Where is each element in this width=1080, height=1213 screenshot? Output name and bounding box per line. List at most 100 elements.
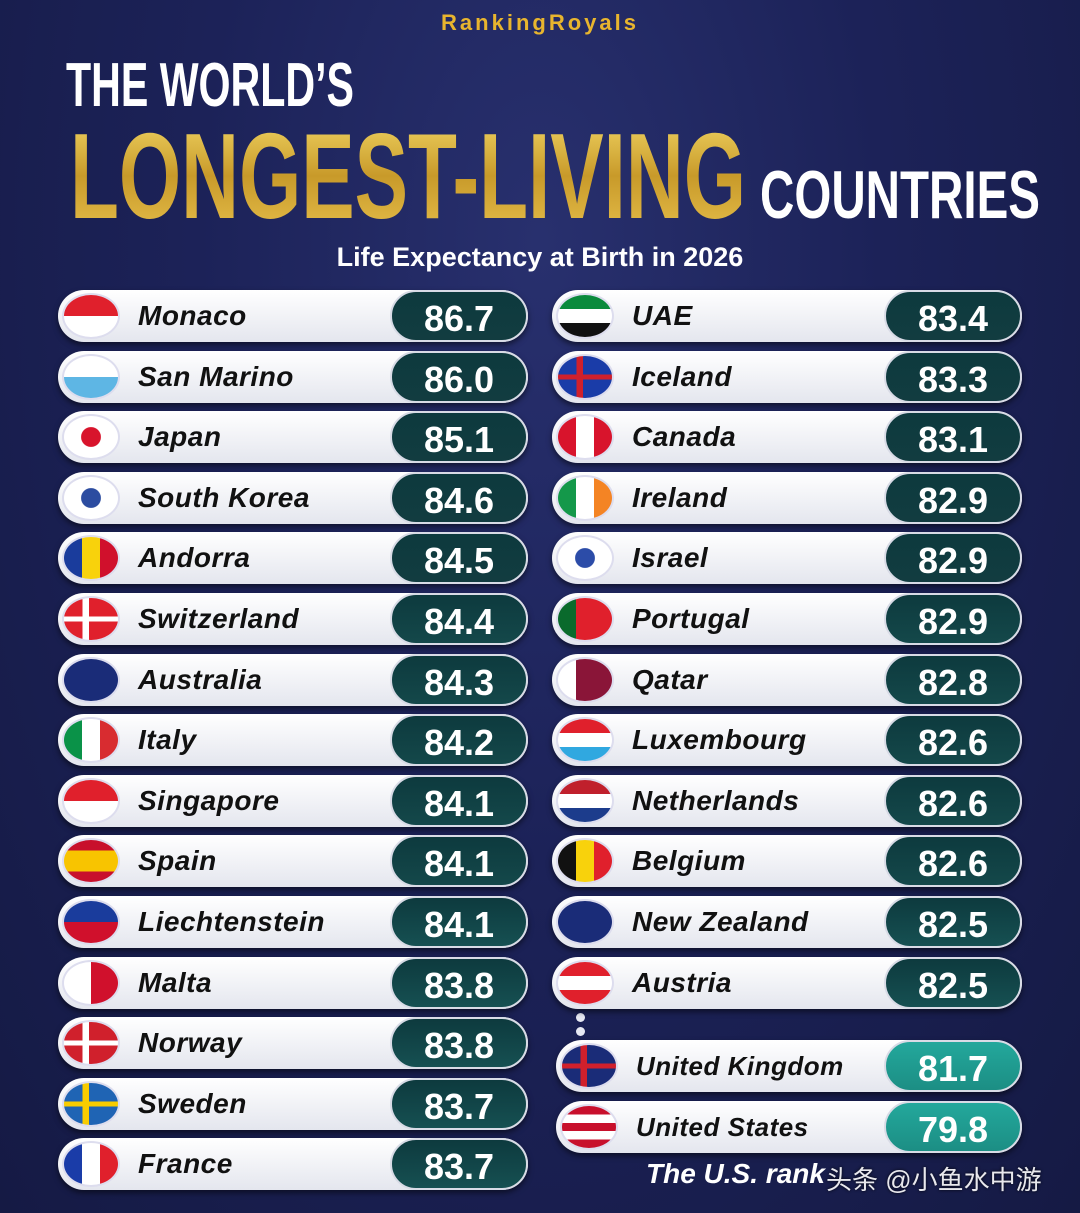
country-name: Australia <box>138 663 263 695</box>
title-line2: COUNTRIES <box>760 157 1040 233</box>
country-row: Belgium 82.6 <box>552 835 1022 888</box>
flag <box>62 293 120 339</box>
country-row: Switzerland 84.4 <box>58 593 528 645</box>
flag <box>62 596 120 642</box>
flag <box>62 474 120 521</box>
flag <box>62 414 120 461</box>
life-expectancy: 84.2 <box>390 714 528 767</box>
flag <box>560 1103 618 1150</box>
ellipsis-dot <box>576 1027 585 1036</box>
country-name: Qatar <box>632 663 708 695</box>
country-row: Canada 83.1 <box>552 411 1022 464</box>
brand: RankingRoyals <box>441 10 639 35</box>
country-row: South Korea 84.6 <box>58 471 528 524</box>
flag <box>556 777 614 824</box>
country-name: Singapore <box>138 784 280 816</box>
life-expectancy: 82.6 <box>884 774 1022 827</box>
life-expectancy: 84.6 <box>390 471 528 524</box>
country-name: Japan <box>138 421 222 453</box>
country-row: France 83.7 <box>58 1138 528 1191</box>
country-row: Qatar 82.8 <box>552 653 1022 706</box>
life-expectancy: 83.1 <box>884 411 1022 464</box>
country-name: France <box>138 1148 233 1180</box>
country-name: Iceland <box>632 360 732 392</box>
country-row: Singapore 84.1 <box>58 774 528 827</box>
flag <box>556 474 614 521</box>
flag <box>556 414 614 461</box>
flag <box>62 535 120 582</box>
title-highlight: LONGEST-LIVING <box>70 108 746 244</box>
country-row: Japan 85.1 <box>58 411 528 464</box>
flag <box>62 717 120 764</box>
country-name: Italy <box>138 724 197 756</box>
country-row: United States 79.8 <box>556 1100 1022 1153</box>
ellipsis-dot <box>576 1013 585 1022</box>
flag <box>560 1043 618 1089</box>
country-row: Sweden 83.7 <box>58 1077 528 1130</box>
country-name: Portugal <box>632 603 750 634</box>
country-name: United Kingdom <box>636 1051 844 1081</box>
country-name: UAE <box>632 300 693 331</box>
life-expectancy: 83.8 <box>390 956 528 1009</box>
country-row: Ireland 82.9 <box>552 471 1022 524</box>
life-expectancy: 86.7 <box>390 290 528 342</box>
life-expectancy: 84.4 <box>390 593 528 645</box>
country-name: Israel <box>632 542 709 574</box>
life-expectancy: 82.5 <box>884 956 1022 1009</box>
country-row: United Kingdom 81.7 <box>556 1040 1022 1092</box>
country-row: Portugal 82.9 <box>552 593 1022 645</box>
country-name: Switzerland <box>138 603 300 634</box>
flag <box>62 353 120 400</box>
country-row: Iceland 83.3 <box>552 350 1022 403</box>
flag <box>556 596 614 642</box>
life-expectancy: 82.5 <box>884 896 1022 948</box>
country-name: San Marino <box>138 360 294 392</box>
flag <box>556 293 614 339</box>
life-expectancy: 84.5 <box>390 532 528 585</box>
flag <box>62 1080 120 1127</box>
country-name: Andorra <box>138 542 251 574</box>
life-expectancy: 86.0 <box>390 350 528 403</box>
country-row: San Marino 86.0 <box>58 350 528 403</box>
flag <box>62 1020 120 1067</box>
flag <box>556 899 614 945</box>
life-expectancy: 82.6 <box>884 835 1022 888</box>
life-expectancy: 84.1 <box>390 774 528 827</box>
flag <box>62 1141 120 1188</box>
life-expectancy: 82.8 <box>884 653 1022 706</box>
life-expectancy: 81.7 <box>884 1040 1022 1092</box>
country-row: Luxembourg 82.6 <box>552 714 1022 767</box>
country-row: UAE 83.4 <box>552 290 1022 342</box>
country-name: Liechtenstein <box>138 906 325 937</box>
life-expectancy: 83.8 <box>390 1017 528 1070</box>
country-name: New Zealand <box>632 906 809 937</box>
watermark: 头条 @小鱼水中游 <box>826 1165 1042 1195</box>
flag <box>62 777 120 824</box>
flag <box>556 656 614 703</box>
country-name: Luxembourg <box>632 724 807 756</box>
flag <box>556 535 614 582</box>
country-row: Austria 82.5 <box>552 956 1022 1009</box>
country-row: Italy 84.2 <box>58 714 528 767</box>
life-expectancy: 83.7 <box>390 1138 528 1191</box>
flag <box>556 838 614 885</box>
header: RankingRoyals THE WORLD’S LONGEST-LIVING… <box>66 10 1040 272</box>
country-name: South Korea <box>138 481 310 513</box>
flag <box>62 959 120 1006</box>
title-line1: THE WORLD’S <box>66 51 354 120</box>
country-name: Belgium <box>632 845 746 877</box>
country-name: Monaco <box>138 300 247 331</box>
life-expectancy: 82.6 <box>884 714 1022 767</box>
country-row: Malta 83.8 <box>58 956 528 1009</box>
country-name: Spain <box>138 845 217 877</box>
country-name: United States <box>636 1111 809 1142</box>
country-row: Monaco 86.7 <box>58 290 528 342</box>
life-expectancy: 79.8 <box>884 1100 1022 1153</box>
flag <box>62 899 120 945</box>
life-expectancy: 84.1 <box>390 896 528 948</box>
country-row: Australia 84.3 <box>58 653 528 706</box>
country-name: Austria <box>632 966 732 998</box>
life-expectancy: 84.1 <box>390 835 528 888</box>
country-row: Liechtenstein 84.1 <box>58 896 528 948</box>
